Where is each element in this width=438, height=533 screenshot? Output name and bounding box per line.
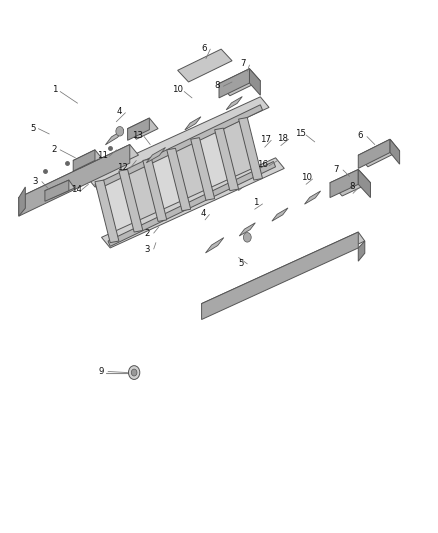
Polygon shape [358, 139, 399, 167]
Polygon shape [102, 158, 284, 248]
Text: 4: 4 [200, 209, 206, 218]
Text: 7: 7 [240, 59, 246, 68]
Polygon shape [167, 148, 191, 211]
Polygon shape [215, 128, 239, 191]
Text: 1: 1 [52, 85, 57, 94]
Text: 12: 12 [117, 164, 128, 172]
Polygon shape [95, 180, 119, 243]
Text: 7: 7 [334, 165, 339, 174]
Polygon shape [205, 238, 224, 253]
Text: 17: 17 [260, 135, 271, 144]
Polygon shape [330, 169, 358, 198]
Text: 13: 13 [132, 131, 143, 140]
Polygon shape [330, 169, 371, 196]
Polygon shape [45, 180, 74, 199]
Text: 6: 6 [358, 131, 363, 140]
Polygon shape [358, 139, 390, 168]
Polygon shape [104, 169, 134, 243]
Polygon shape [226, 96, 242, 110]
Polygon shape [127, 118, 149, 140]
Polygon shape [199, 128, 230, 200]
Polygon shape [239, 117, 262, 180]
Polygon shape [185, 117, 201, 130]
Circle shape [116, 126, 124, 136]
Text: 8: 8 [349, 182, 354, 191]
Text: 8: 8 [214, 80, 219, 90]
Polygon shape [191, 138, 215, 200]
Text: 9: 9 [99, 367, 104, 376]
Text: 3: 3 [32, 177, 38, 186]
Text: 15: 15 [295, 130, 306, 139]
Polygon shape [143, 159, 167, 221]
Polygon shape [152, 148, 182, 221]
Polygon shape [250, 69, 260, 95]
Polygon shape [358, 241, 365, 261]
Polygon shape [176, 138, 206, 211]
Text: 11: 11 [97, 151, 108, 160]
Polygon shape [119, 169, 143, 232]
Text: 6: 6 [201, 44, 207, 53]
Polygon shape [272, 208, 288, 221]
Polygon shape [19, 144, 138, 208]
Polygon shape [73, 150, 95, 171]
Polygon shape [95, 105, 262, 190]
Text: 5: 5 [30, 124, 35, 133]
Text: 14: 14 [71, 185, 82, 194]
Text: 10: 10 [172, 85, 183, 94]
Text: 2: 2 [51, 146, 57, 155]
Polygon shape [73, 150, 102, 168]
Polygon shape [390, 139, 399, 164]
Polygon shape [201, 232, 365, 313]
Polygon shape [219, 69, 260, 96]
Polygon shape [358, 169, 371, 198]
Text: 1: 1 [253, 198, 259, 207]
Polygon shape [178, 49, 232, 82]
Polygon shape [106, 130, 124, 145]
Polygon shape [219, 69, 250, 98]
Polygon shape [45, 180, 69, 201]
Polygon shape [127, 159, 158, 232]
Text: 3: 3 [145, 245, 150, 254]
Circle shape [128, 366, 140, 379]
Polygon shape [304, 191, 321, 204]
Text: 4: 4 [116, 107, 122, 116]
Circle shape [131, 369, 137, 376]
Text: 5: 5 [239, 260, 244, 268]
Polygon shape [86, 97, 269, 187]
Polygon shape [127, 118, 158, 139]
Polygon shape [223, 117, 254, 191]
Text: 2: 2 [145, 229, 150, 238]
Polygon shape [239, 223, 255, 236]
Polygon shape [19, 187, 25, 216]
Circle shape [244, 232, 251, 242]
Text: 10: 10 [300, 173, 311, 182]
Polygon shape [201, 232, 358, 319]
Polygon shape [108, 161, 276, 246]
Polygon shape [146, 148, 166, 163]
Text: 18: 18 [278, 134, 289, 143]
Text: 16: 16 [257, 160, 268, 169]
Polygon shape [19, 144, 130, 216]
